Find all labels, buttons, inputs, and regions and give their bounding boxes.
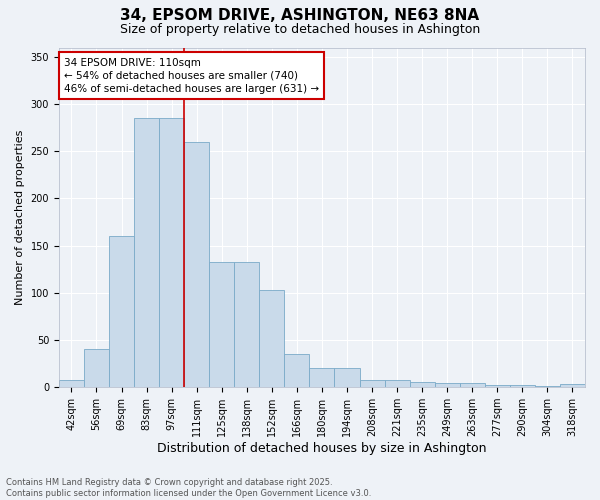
Bar [59, 380, 84, 387]
Bar [134, 118, 159, 387]
Bar [84, 350, 109, 387]
Bar [209, 262, 234, 387]
Bar [460, 384, 485, 387]
Bar [410, 382, 434, 387]
Bar [385, 380, 410, 387]
Text: 34 EPSOM DRIVE: 110sqm
← 54% of detached houses are smaller (740)
46% of semi-de: 34 EPSOM DRIVE: 110sqm ← 54% of detached… [64, 58, 319, 94]
Bar [259, 290, 284, 387]
Bar [535, 386, 560, 387]
Y-axis label: Number of detached properties: Number of detached properties [15, 130, 25, 305]
Bar [510, 386, 535, 387]
Bar [184, 142, 209, 387]
Text: Contains HM Land Registry data © Crown copyright and database right 2025.
Contai: Contains HM Land Registry data © Crown c… [6, 478, 371, 498]
Bar [284, 354, 310, 387]
Text: 34, EPSOM DRIVE, ASHINGTON, NE63 8NA: 34, EPSOM DRIVE, ASHINGTON, NE63 8NA [121, 8, 479, 22]
X-axis label: Distribution of detached houses by size in Ashington: Distribution of detached houses by size … [157, 442, 487, 455]
Bar [234, 262, 259, 387]
Bar [434, 384, 460, 387]
Bar [334, 368, 359, 387]
Bar [560, 384, 585, 387]
Bar [485, 386, 510, 387]
Bar [109, 236, 134, 387]
Bar [310, 368, 334, 387]
Bar [159, 118, 184, 387]
Bar [359, 380, 385, 387]
Text: Size of property relative to detached houses in Ashington: Size of property relative to detached ho… [120, 22, 480, 36]
